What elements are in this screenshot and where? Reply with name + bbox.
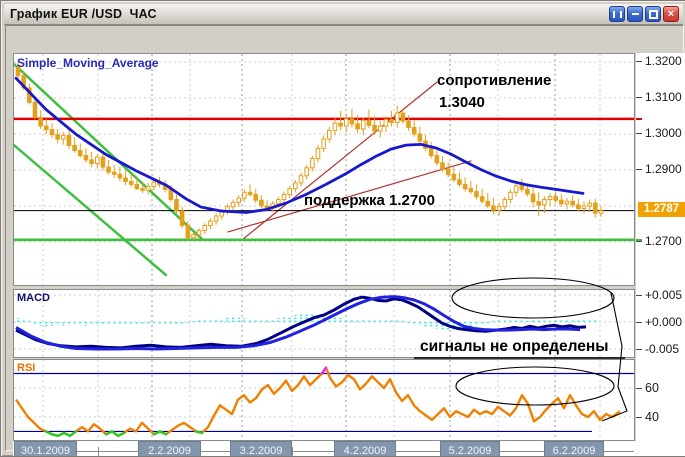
close-button[interactable]: ×	[663, 6, 679, 22]
signals-annotation: сигналы не определены	[420, 338, 609, 355]
date-axis-tick	[292, 447, 293, 456]
price-axis-label: 1.3100	[645, 89, 682, 104]
rsi-indicator-label: RSI	[17, 362, 36, 374]
maximize-icon	[648, 9, 658, 19]
date-badge: 4.2.2009	[334, 441, 396, 456]
price-axis: 1.3200 1.3100 1.3000 1.2900 1.2700 1.2787 +0.0…	[636, 53, 685, 441]
pause-button[interactable]	[609, 6, 625, 22]
macd-axis-tick	[636, 295, 642, 297]
macd-axis-label: +0.000	[645, 315, 683, 329]
date-axis-tick	[98, 447, 99, 456]
price-axis-label: 1.3200	[645, 53, 682, 68]
rsi-panel[interactable]: RSI	[13, 359, 635, 441]
price-axis-label: 1.2700	[645, 233, 682, 248]
date-badge: 6.2.2009	[544, 441, 604, 456]
macd-indicator-label: MACD	[17, 292, 50, 304]
date-badge: 3.2.2009	[230, 441, 292, 456]
price-axis-tick	[636, 96, 642, 98]
close-icon: ×	[667, 7, 675, 20]
sma-indicator-label: Simple_Moving_Average	[17, 56, 159, 70]
price-axis-label: 1.2900	[645, 161, 682, 176]
macd-axis-label: +0.005	[645, 288, 683, 303]
rsi-axis-label: 60	[645, 380, 659, 395]
support-annotation: поддержка 1.2700	[304, 192, 435, 209]
resistance-axis-tick	[636, 117, 642, 120]
date-badge: 30.1.2009	[14, 441, 77, 456]
window-controls: ×	[609, 6, 679, 22]
pause-icon	[612, 10, 622, 18]
price-axis-tick	[636, 60, 642, 62]
chart-client-area: Simple_Moving_Average MACD RSI 30.1.2009…	[5, 25, 685, 456]
rsi-axis-tick	[636, 387, 642, 389]
date-axis-line	[14, 451, 634, 452]
support-axis-tick	[636, 238, 642, 241]
resistance-annotation: сопротивление	[437, 72, 552, 89]
price-axis-tick	[636, 132, 642, 134]
title-bar[interactable]: График EUR /USD ЧАС ×	[4, 4, 683, 25]
price-axis-tick	[636, 240, 642, 242]
rsi-axis-label: 40	[645, 409, 659, 424]
rsi-chart	[14, 360, 634, 440]
macd-axis-label: -0.005	[645, 342, 680, 356]
candlestick-chart	[14, 54, 634, 285]
date-axis: 30.1.2009 2.2.2009 3.2.2009 4.2.2009 5.2.200…	[13, 441, 685, 456]
minimize-icon	[631, 13, 639, 15]
macd-axis-tick	[636, 349, 642, 350]
window-title: График EUR /USD ЧАС	[10, 7, 157, 21]
price-axis-tick	[636, 168, 642, 170]
date-badge: 2.2.2009	[138, 441, 201, 456]
macd-axis-tick	[636, 322, 642, 323]
price-axis-label: 1.3000	[645, 125, 682, 140]
rsi-axis-tick	[636, 416, 642, 418]
resistance-value-annotation: 1.3040	[439, 94, 485, 111]
current-price-badge: 1.2787	[638, 201, 685, 217]
date-badge: 5.2.2009	[440, 441, 500, 456]
maximize-button[interactable]	[645, 6, 661, 22]
price-chart-panel[interactable]: Simple_Moving_Average	[13, 53, 635, 286]
minimize-button[interactable]	[627, 6, 643, 22]
